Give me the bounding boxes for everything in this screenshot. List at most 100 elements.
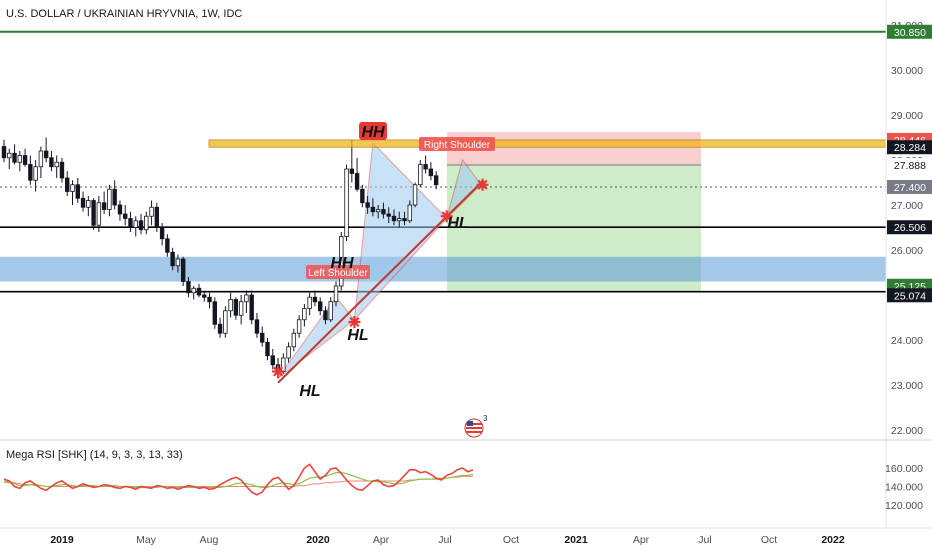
candle-body [365,202,370,208]
price-axis-tag: 28.284 [887,140,932,155]
candle-body [333,285,339,303]
candle-body [17,155,23,163]
candle-body [418,164,423,186]
pivot-markers [272,178,489,378]
price-tick-label: 22.000 [891,425,923,437]
rsi-baseline-series [3,475,474,487]
candle-body [196,287,202,296]
hl-label-mid: HL [347,327,368,344]
svg-text:26.506: 26.506 [894,222,926,234]
time-tick-label: Apr [633,534,650,546]
candle-body [28,164,33,181]
candle-body [402,218,407,222]
candle-body [191,287,196,294]
hh-label-top: HH [361,124,385,141]
candle-body [317,301,323,312]
pattern-triangle-left [277,296,356,379]
rsi-tick-label: 140.000 [885,482,923,494]
hl-label-low: HL [299,383,320,400]
candle-body [386,213,391,217]
candle-body [33,166,38,181]
candle-body [433,175,439,186]
candle-body [12,152,17,163]
candle-body [107,188,112,210]
time-tick-label: Jul [698,534,711,546]
right-shoulder-label: Right Shoulder [424,140,491,151]
candle-body [170,251,175,267]
candle-body [96,202,102,226]
time-axis[interactable]: 2019 May Aug 2020 Apr Jul Oct 2021 Apr Jul Oct 2022 [50,534,845,546]
price-axis-tag: 27.400 [887,180,932,194]
candle-body [260,332,265,343]
svg-text:30.850: 30.850 [894,27,926,39]
candle-body [59,161,65,179]
candle-body [323,310,328,321]
candle-body [49,157,54,168]
candle-body [70,184,75,192]
time-tick-label: 2021 [564,534,588,546]
left-shoulder-label: Left Shoulder [308,268,368,279]
candle-body [254,319,260,334]
time-tick-label: 2020 [306,534,330,546]
candle-body [312,296,318,303]
candle-body [207,296,212,303]
price-axis-tag: 27.888 [887,158,932,173]
time-tick-label: Oct [503,534,519,546]
candle-body [112,188,117,206]
hh-tag-top: HH [359,122,387,141]
candle-body [249,294,254,321]
svg-text:28.284: 28.284 [894,142,926,154]
time-tick-label: Oct [761,534,777,546]
rsi-tick-label: 160.000 [885,463,923,475]
rsi-indicator-label: Mega RSI [SHK] (14, 9, 3, 3, 13, 33) [6,449,183,461]
candle-body [391,215,397,222]
candle-body [54,161,59,168]
candle-body [307,296,312,309]
candle-body [128,218,133,228]
candle-body [1,146,7,159]
pattern-triangle-right [445,158,482,221]
candle-body [123,213,128,219]
candle-body [233,299,239,316]
price-axis-tags: 30.85028.44628.28427.88827.40026.50625.1… [887,24,932,303]
time-tick-label: 2022 [821,534,845,546]
candle-body [159,227,165,240]
candle-series [1,137,439,379]
candle-body [117,204,123,215]
candle-body [22,155,28,165]
candle-body [75,184,80,199]
candle-body [339,236,344,287]
price-tick-label: 23.000 [891,380,923,392]
candle-body [186,281,191,294]
rsi-signal-series [3,472,474,489]
candle-body [165,238,170,253]
candle-body [328,301,333,321]
candle-body [344,168,349,237]
rsi-tick-label: 120.000 [885,500,923,512]
right-shoulder-tag: Right Shoulder [419,137,495,151]
price-tick-label: 29.000 [891,110,923,122]
us-flag-event-icon[interactable]: 3 [464,414,488,438]
pivot-star-marker [272,365,285,378]
candle-body [133,220,138,228]
candle-body [91,200,96,226]
candle-body [375,209,381,213]
candle-body [428,168,434,177]
candle-body [302,308,307,321]
candle-body [370,206,376,213]
candle-body [286,346,291,359]
price-axis-tag: 25.074 [887,288,932,303]
price-tick-label: 27.000 [891,200,923,212]
candle-body [228,299,233,312]
candle-body [80,197,86,208]
candle-body [397,218,402,222]
candle-body [265,341,270,357]
pattern-triangle-mid [353,141,448,322]
candle-body [65,177,70,192]
pivot-star-marker [440,210,453,223]
candle-body [138,220,144,231]
candle-body [381,209,386,215]
candle-body [144,215,149,231]
